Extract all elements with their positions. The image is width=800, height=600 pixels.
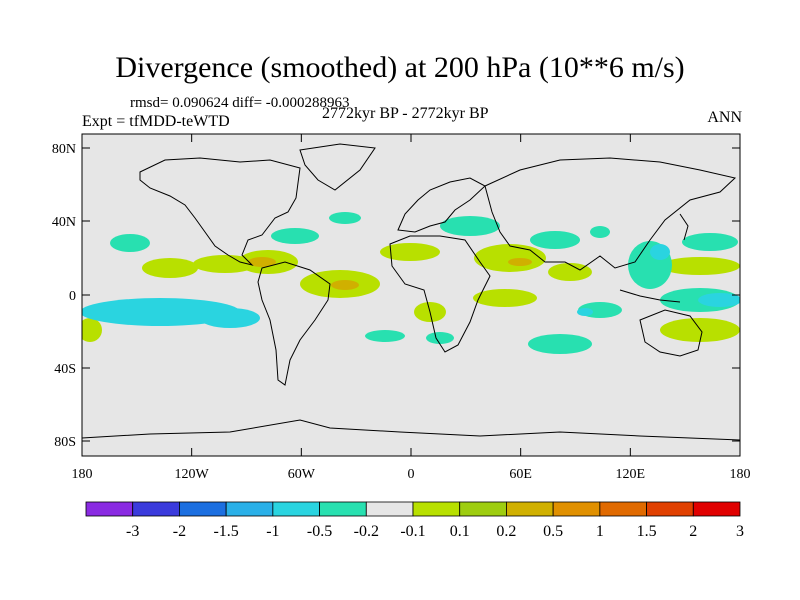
colorbar-label: 1.5 bbox=[637, 523, 657, 540]
colorbar-swatch bbox=[85, 501, 134, 517]
colorbar-label: -2 bbox=[173, 523, 186, 540]
colorbar-swatch bbox=[646, 501, 694, 517]
colorbar-label: 0.2 bbox=[496, 523, 516, 540]
map-background bbox=[82, 134, 740, 456]
colorbar-label: -1.5 bbox=[213, 523, 238, 540]
x-tick-label: 0 bbox=[408, 467, 415, 482]
stats-text: rmsd= 0.090624 diff= -0.000288963 bbox=[130, 95, 350, 111]
colorbar-label: -0.2 bbox=[354, 523, 379, 540]
colorbar-label: 0.5 bbox=[543, 523, 563, 540]
colorbar-swatch bbox=[552, 501, 601, 517]
indonesia-coast bbox=[619, 289, 681, 303]
colorbar-label: -0.5 bbox=[307, 523, 332, 540]
x-tick-label: 180 bbox=[730, 467, 751, 482]
colorbar-swatch bbox=[132, 501, 180, 517]
colorbar-swatch bbox=[225, 501, 274, 517]
chart-title: Divergence (smoothed) at 200 hPa (10**6 … bbox=[115, 51, 685, 84]
negative-contours bbox=[110, 212, 740, 354]
divergence-field bbox=[82, 212, 740, 354]
north-america-coast bbox=[139, 157, 301, 266]
y-tick-label: 40S bbox=[54, 362, 76, 377]
y-tick-label: 80N bbox=[52, 142, 76, 157]
colorbar-swatch bbox=[319, 501, 367, 517]
colorbar-label: 1 bbox=[596, 523, 604, 540]
colorbar-label: -3 bbox=[126, 523, 139, 540]
y-tick-label: 40N bbox=[52, 215, 76, 230]
colorbar-swatch bbox=[506, 501, 554, 517]
australia-coast bbox=[639, 309, 703, 357]
strong-positive-contours bbox=[248, 257, 532, 290]
colorbar-label: 3 bbox=[736, 523, 744, 540]
japan-coast bbox=[679, 213, 689, 241]
colorbar-label: 2 bbox=[689, 523, 697, 540]
colorbar-swatch bbox=[412, 501, 461, 517]
experiment-label: Expt = tfMDD-teWTD bbox=[82, 113, 230, 130]
positive-contours bbox=[82, 243, 740, 342]
colorbar-swatch bbox=[459, 501, 507, 517]
y-tick-label: 80S bbox=[54, 435, 76, 450]
x-tick-label: 120W bbox=[175, 467, 210, 482]
colorbar-swatch bbox=[272, 501, 320, 517]
x-tick-label: 180 bbox=[72, 467, 93, 482]
africa-coast bbox=[389, 235, 491, 353]
colorbar: -3 -2 -1.5 -1 -0.5 -0.2 -0.1 0.1 0.2 0.5 1 1.5 2 3 bbox=[85, 501, 744, 540]
season-label: ANN bbox=[707, 109, 742, 126]
y-axis: 80N 40N 0 40S 80S bbox=[52, 142, 740, 450]
x-tick-label: 60W bbox=[288, 467, 316, 482]
colorbar-label: -0.1 bbox=[400, 523, 425, 540]
coastlines bbox=[82, 143, 740, 441]
x-tick-label: 120E bbox=[616, 467, 646, 482]
x-axis: 180 120W 60W 0 60E 120E 180 bbox=[72, 134, 751, 482]
period-label: 2772kyr BP - 2772kyr BP bbox=[322, 105, 489, 122]
colorbar-swatch bbox=[692, 501, 741, 517]
south-america-coast bbox=[257, 261, 331, 386]
x-tick-label: 60E bbox=[509, 467, 532, 482]
asia-coast bbox=[484, 157, 737, 271]
colorbar-label: 0.1 bbox=[450, 523, 470, 540]
colorbar-swatch bbox=[365, 501, 414, 517]
colorbar-swatch bbox=[179, 501, 227, 517]
greenland-coast bbox=[299, 143, 376, 191]
antarctica-coast bbox=[82, 419, 740, 441]
colorbar-swatch bbox=[599, 501, 647, 517]
colorbar-label: -1 bbox=[266, 523, 279, 540]
y-tick-label: 0 bbox=[69, 289, 76, 304]
strong-negative-contours bbox=[82, 244, 740, 328]
